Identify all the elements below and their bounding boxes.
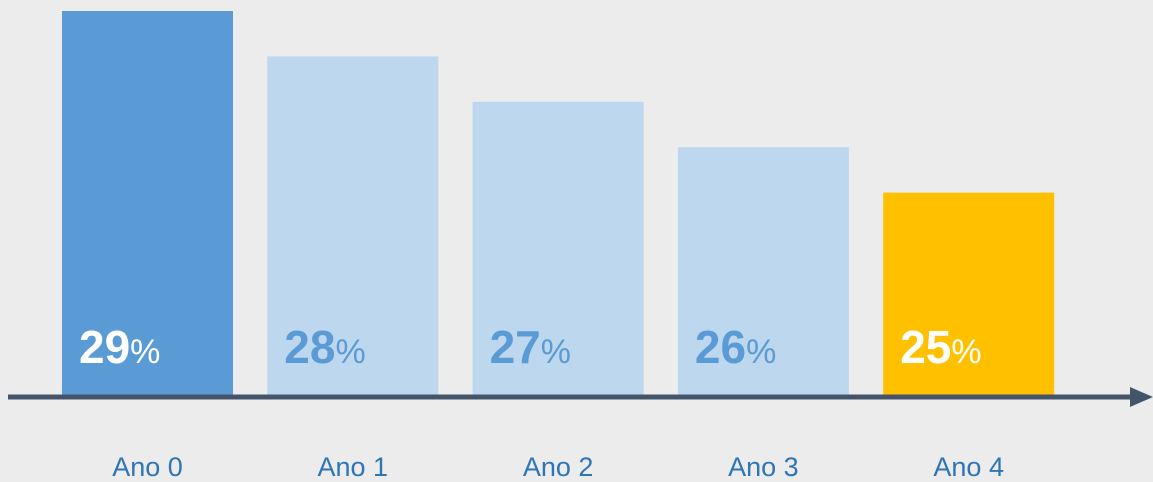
value-number: 29 [79,321,130,373]
value-number: 26 [695,321,746,373]
x-tick-label: Ano 1 [318,452,389,482]
x-tick-label: Ano 2 [523,452,594,482]
axis-arrow [1130,387,1153,407]
value-number: 28 [284,321,335,373]
value-unit: % [746,333,776,371]
value-label: 26% [695,321,776,373]
bar [677,147,849,397]
value-number: 25 [900,321,951,373]
bar [62,11,233,397]
bar [472,101,644,397]
x-tick-label: Ano 0 [112,452,183,482]
value-label: 29% [79,321,160,373]
value-unit: % [130,333,160,371]
x-tick-label: Ano 4 [933,452,1004,482]
value-number: 27 [490,321,541,373]
value-label: 27% [490,321,571,373]
value-unit: % [951,333,981,371]
value-label: 28% [284,321,365,373]
bar [267,56,439,397]
value-unit: % [541,333,571,371]
value-label: 25% [900,321,981,373]
x-tick-label: Ano 3 [728,452,799,482]
value-unit: % [335,333,365,371]
bar [883,192,1055,397]
